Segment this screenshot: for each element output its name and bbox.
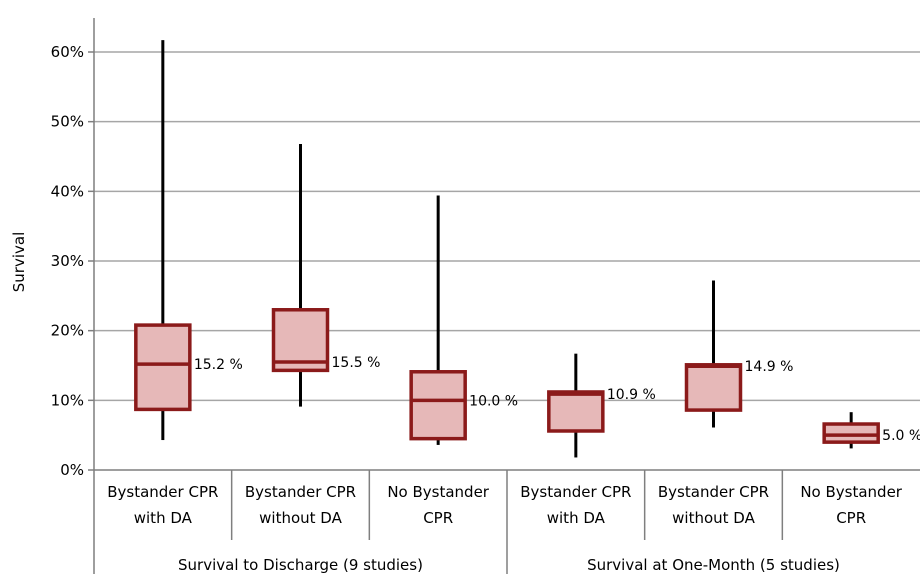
category-label: without DA	[672, 509, 755, 527]
median-label: 14.9 %	[745, 359, 794, 375]
y-tick-label: 20%	[51, 322, 84, 340]
y-axis-label: Survival	[10, 232, 28, 292]
y-tick-label: 40%	[51, 182, 84, 200]
category-label: without DA	[259, 509, 342, 527]
category-label: Bystander CPR	[107, 483, 218, 501]
y-tick-label: 10%	[51, 391, 84, 409]
category-label: CPR	[836, 509, 866, 527]
box	[136, 325, 190, 409]
category-label: No Bystander	[387, 483, 489, 501]
y-tick-label: 30%	[51, 252, 84, 270]
category-label: Bystander CPR	[520, 483, 631, 501]
box	[411, 372, 465, 439]
y-tick-label: 50%	[51, 113, 84, 131]
group-label: Survival at One-Month (5 studies)	[587, 556, 840, 574]
labels: 0% 10% 20% 30% 40% 50% 60% 15.2 % Bystander CPR w…	[51, 43, 920, 574]
category-label: with DA	[547, 509, 606, 527]
category-label: No Bystander	[800, 483, 902, 501]
median-label: 10.9 %	[607, 387, 656, 403]
y-tick-label: 0%	[60, 461, 84, 479]
category-label: Bystander CPR	[658, 483, 769, 501]
median-label: 15.2 %	[194, 357, 243, 373]
median-label: 10.0 %	[469, 393, 518, 409]
median-label: 15.5 %	[332, 355, 381, 371]
group-label: Survival to Discharge (9 studies)	[178, 556, 423, 574]
category-label: with DA	[134, 509, 193, 527]
box	[824, 424, 878, 442]
median-label: 5.0 %	[882, 428, 920, 444]
box	[549, 392, 603, 431]
y-tick-label: 60%	[51, 43, 84, 61]
category-label: Bystander CPR	[245, 483, 356, 501]
category-label: CPR	[423, 509, 453, 527]
gridlines	[94, 52, 920, 400]
box	[687, 365, 741, 410]
